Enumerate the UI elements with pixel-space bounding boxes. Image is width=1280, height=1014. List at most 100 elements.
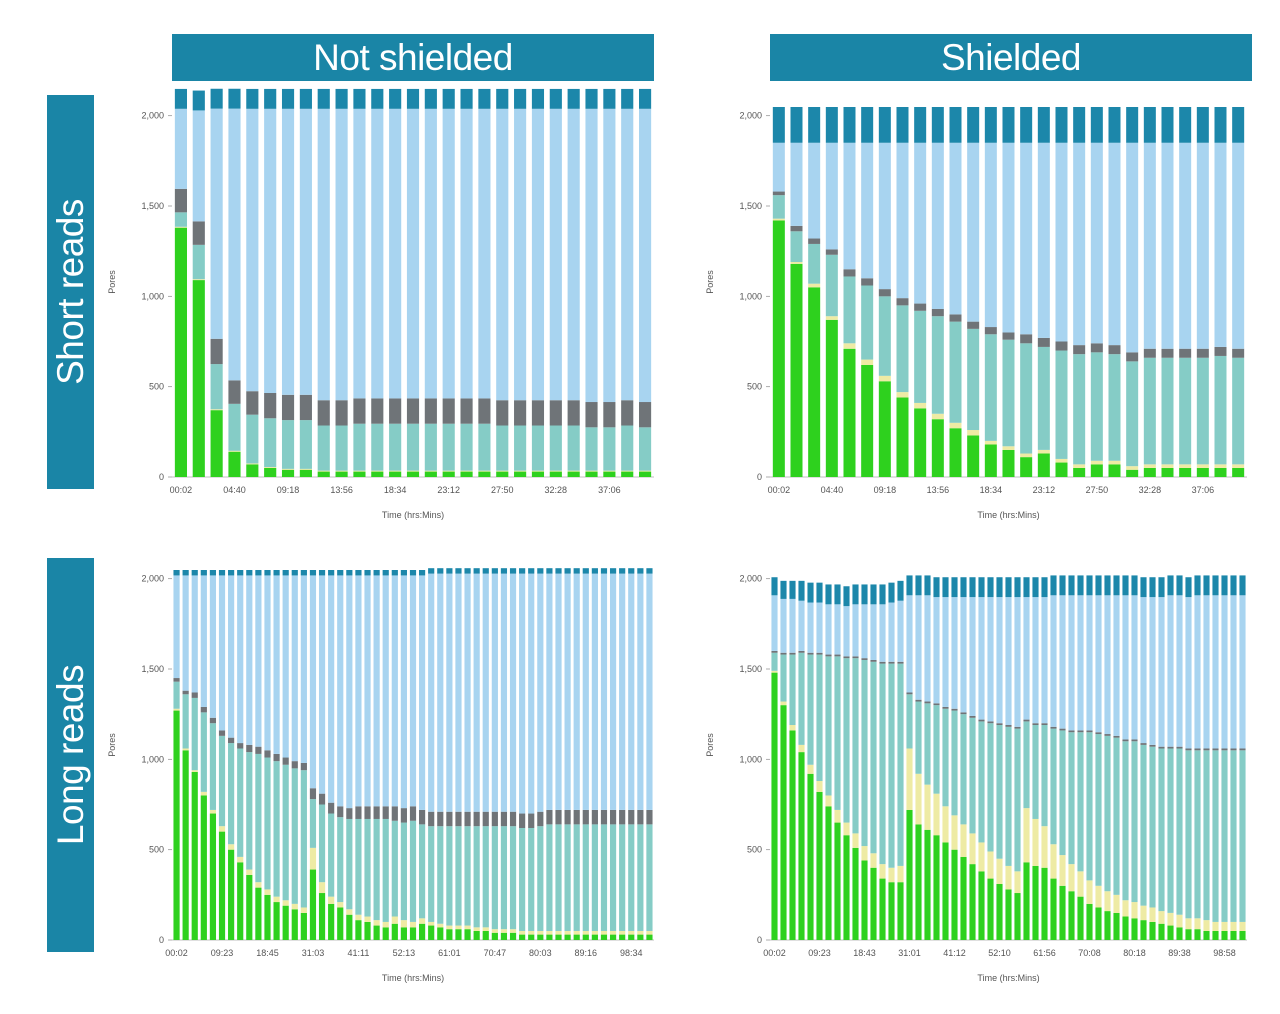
bar-segment-yellow bbox=[531, 470, 545, 472]
bar-segment-gray bbox=[509, 811, 517, 827]
bar-segment-teal bbox=[406, 423, 420, 471]
bar-segment-yellow bbox=[628, 930, 635, 935]
bar-segment-gray bbox=[519, 813, 526, 828]
y-tick-label: 2,000 bbox=[141, 574, 164, 584]
bar-segment-yellow bbox=[424, 470, 437, 472]
bar-segment-teal bbox=[573, 824, 580, 931]
bar-segment-gray bbox=[191, 692, 198, 698]
bar-segment-light_blue bbox=[328, 575, 335, 803]
bar-segment-yellow bbox=[473, 927, 480, 931]
bar-segment-green bbox=[1086, 903, 1093, 940]
bar-segment-gray bbox=[603, 402, 616, 428]
bar-segment-dark_blue bbox=[228, 88, 241, 109]
bar-segment-yellow bbox=[317, 470, 330, 472]
bar-segment-gray bbox=[619, 809, 626, 825]
bar-segment-dark_blue bbox=[1014, 577, 1021, 598]
bar-segment-teal bbox=[1059, 730, 1066, 856]
bar-segment-teal bbox=[861, 659, 868, 847]
bar-segment-yellow bbox=[567, 470, 580, 472]
bar-segment-dark_blue bbox=[1055, 107, 1068, 143]
bar-segment-green bbox=[496, 471, 509, 477]
bar-segment-green bbox=[446, 929, 453, 940]
x-tick-label: 00:02 bbox=[768, 485, 791, 495]
bar-segment-yellow bbox=[1149, 907, 1156, 922]
bar-segment-yellow bbox=[646, 930, 653, 935]
bar-segment-light_blue bbox=[816, 602, 823, 653]
bar-segment-yellow bbox=[300, 907, 307, 913]
bar-segment-green bbox=[1194, 929, 1201, 940]
bar-segment-dark_blue bbox=[237, 570, 244, 576]
bar-segment-green bbox=[609, 934, 617, 940]
bar-segment-light_blue bbox=[192, 110, 205, 222]
bar-segment-gray bbox=[355, 806, 362, 819]
bar-segment-gray bbox=[906, 692, 913, 695]
bar-segment-teal bbox=[600, 824, 608, 931]
bar-segment-teal bbox=[353, 423, 366, 471]
bar-segment-green bbox=[382, 927, 389, 940]
bar-segment-light_blue bbox=[549, 108, 562, 401]
bar-segment-green bbox=[419, 923, 426, 940]
bar-segment-teal bbox=[537, 826, 544, 931]
bar-segment-gray bbox=[825, 249, 838, 255]
bar-segment-green bbox=[246, 464, 259, 477]
bar-segment-teal bbox=[464, 826, 471, 926]
bar-segment-yellow bbox=[870, 853, 877, 868]
bar-segment-green bbox=[591, 934, 598, 940]
bar-segment-teal bbox=[1095, 734, 1102, 886]
bar-segment-yellow bbox=[389, 470, 402, 472]
bar-segment-yellow bbox=[1131, 902, 1138, 919]
y-tick-label: 1,500 bbox=[739, 664, 762, 674]
bar-segment-yellow bbox=[1161, 464, 1174, 468]
bar-segment-teal bbox=[1050, 728, 1057, 845]
bar-segment-dark_blue bbox=[1126, 107, 1139, 143]
bar-segment-light_blue bbox=[1161, 142, 1174, 349]
bar-segment-green bbox=[1203, 930, 1210, 940]
bar-segment-teal bbox=[646, 824, 653, 931]
bar-segment-teal bbox=[1113, 737, 1120, 895]
bar-segment-light_blue bbox=[337, 575, 344, 807]
bar-segment-yellow bbox=[391, 916, 398, 924]
bar-segment-green bbox=[460, 471, 473, 477]
bar-segment-green bbox=[1090, 464, 1103, 477]
bar-segment-dark_blue bbox=[273, 570, 280, 576]
bar-segment-teal bbox=[896, 305, 909, 393]
bar-segment-teal bbox=[200, 712, 207, 792]
bar-segment-light_blue bbox=[478, 108, 491, 399]
bar-segment-gray bbox=[482, 811, 489, 827]
bar-segment-light_blue bbox=[1090, 142, 1103, 344]
bar-segment-green bbox=[771, 672, 778, 940]
bar-segment-yellow bbox=[1203, 920, 1210, 931]
bar-segment-dark_blue bbox=[300, 570, 307, 576]
bar-segment-gray bbox=[1158, 746, 1165, 749]
bar-segment-yellow bbox=[585, 470, 598, 472]
bar-segment-gray bbox=[1221, 748, 1228, 751]
bar-segment-teal bbox=[555, 824, 562, 931]
bar-segment-teal bbox=[337, 817, 344, 903]
bar-segment-gray bbox=[1185, 748, 1192, 751]
bar-segment-light_blue bbox=[780, 598, 787, 653]
bar-segment-light_blue bbox=[1041, 597, 1048, 724]
bar-segment-green bbox=[942, 842, 949, 940]
bar-segment-teal bbox=[1149, 746, 1156, 908]
bar-segment-yellow bbox=[282, 900, 289, 906]
bar-segment-yellow bbox=[888, 867, 895, 883]
bar-segment-gray bbox=[299, 394, 312, 421]
bar-segment-teal bbox=[984, 334, 997, 441]
bar-segment-teal bbox=[1214, 355, 1227, 465]
bar-segment-teal bbox=[373, 818, 380, 921]
bar-segment-teal bbox=[446, 826, 453, 926]
bar-segment-yellow bbox=[514, 470, 527, 472]
bar-segment-green bbox=[1185, 929, 1192, 940]
bar-segment-teal bbox=[1126, 361, 1139, 467]
bar-segment-gray bbox=[843, 656, 850, 659]
bar-segment-teal bbox=[335, 425, 348, 471]
x-tick-label: 23:12 bbox=[1033, 485, 1056, 495]
bar-segment-gray bbox=[609, 809, 617, 825]
bar-segment-teal bbox=[1122, 741, 1129, 901]
bar-segment-gray bbox=[528, 813, 535, 828]
bar-segment-gray bbox=[1014, 726, 1021, 729]
bar-segment-yellow bbox=[355, 914, 362, 921]
x-tick-label: 13:56 bbox=[927, 485, 950, 495]
bar-segment-dark_blue bbox=[582, 568, 589, 574]
bar-segment-teal bbox=[460, 423, 473, 471]
